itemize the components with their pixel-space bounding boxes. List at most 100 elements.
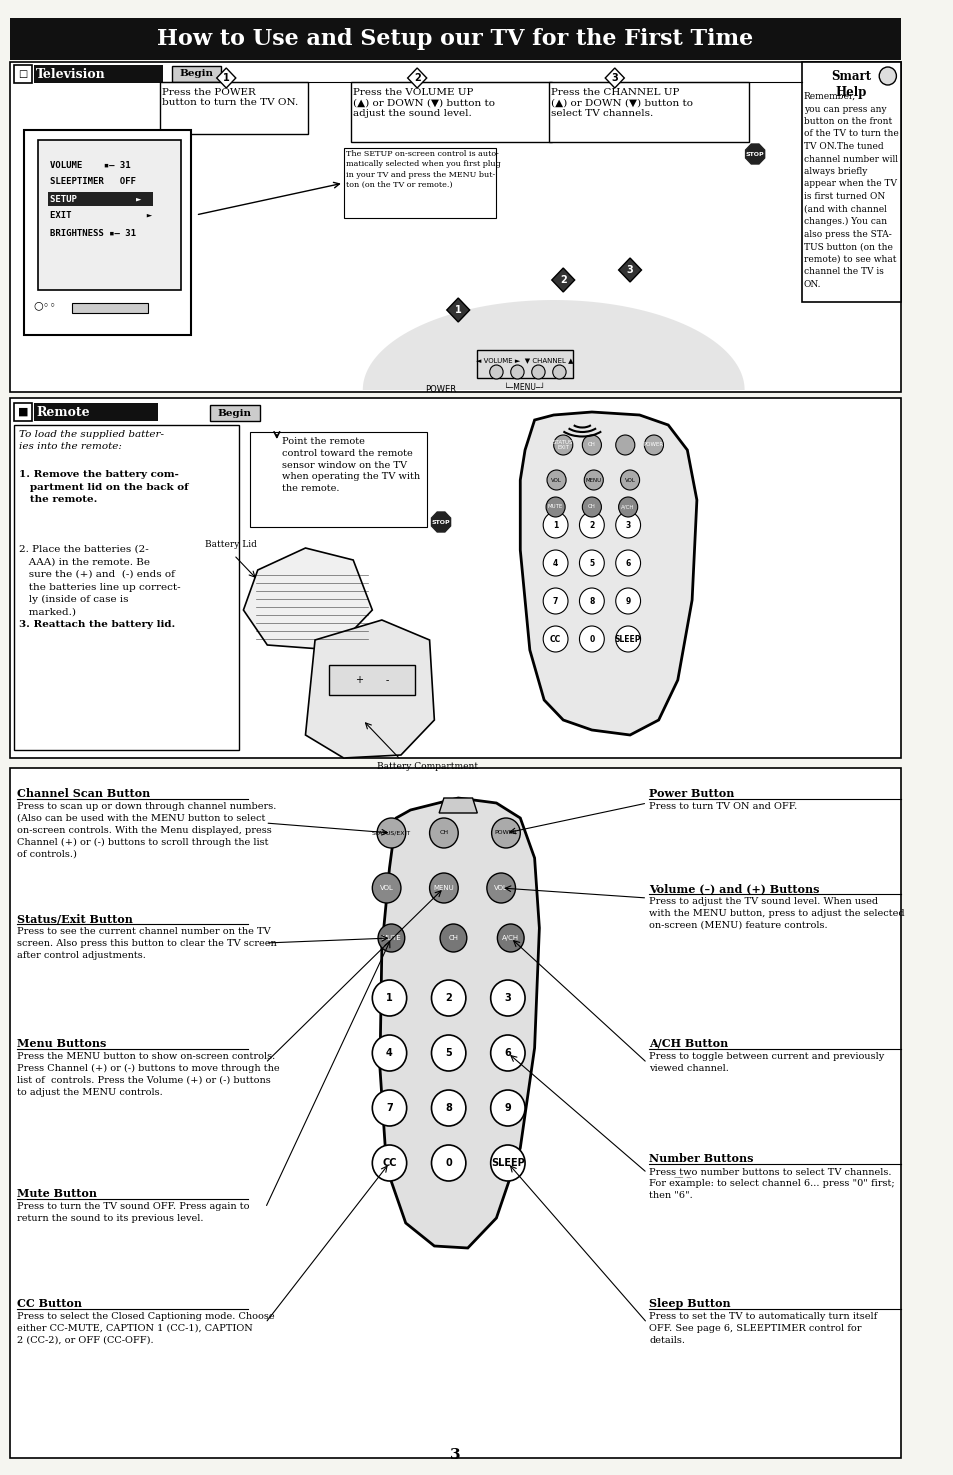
Circle shape: [615, 512, 639, 538]
Circle shape: [372, 1145, 406, 1181]
Text: 3: 3: [611, 72, 618, 83]
Text: POWER: POWER: [494, 830, 517, 835]
Circle shape: [372, 1035, 406, 1071]
Bar: [71, 302, 148, 313]
Text: Press ̲t̲w̲o number buttons to select TV channels.
For example: to select channe: Press ̲t̲w̲o number buttons to select TV…: [648, 1167, 894, 1201]
Text: 3: 3: [626, 266, 633, 274]
Text: Press the MENU button to show on-screen controls.
Press Channel (+) or (-) butto: Press the MENU button to show on-screen …: [17, 1052, 279, 1096]
Text: Press the CHANNEL UP
(▲) or DOWN (▼) button to
select TV channels.: Press the CHANNEL UP (▲) or DOWN (▼) but…: [550, 88, 692, 118]
Text: CC: CC: [382, 1158, 396, 1168]
Text: STOP: STOP: [745, 152, 763, 156]
Bar: [172, 66, 221, 83]
Circle shape: [377, 923, 404, 951]
Text: Press to turn the TV sound OFF. Press again to
return the sound to its previous : Press to turn the TV sound OFF. Press ag…: [17, 1202, 250, 1223]
Circle shape: [372, 979, 406, 1016]
Text: VOLUME    ▪– 31: VOLUME ▪– 31: [50, 161, 131, 170]
Bar: [24, 130, 191, 335]
Circle shape: [542, 589, 567, 614]
Text: 4: 4: [553, 559, 558, 568]
Circle shape: [643, 435, 662, 454]
Text: 2: 2: [445, 993, 452, 1003]
Text: Remember,
you can press any
button on the front
of the TV to turn the
TV ON.The : Remember, you can press any button on th…: [803, 91, 898, 289]
Circle shape: [372, 1090, 406, 1125]
Circle shape: [490, 1145, 524, 1181]
Bar: [10, 768, 901, 1457]
Polygon shape: [604, 68, 623, 88]
Text: Point the remote
control toward the remote
sensor window on the TV
when operatin: Point the remote control toward the remo…: [281, 437, 419, 493]
Text: Number Buttons: Number Buttons: [648, 1153, 753, 1164]
Bar: [14, 425, 238, 749]
Text: Volume (–) and (+) Buttons: Volume (–) and (+) Buttons: [648, 884, 819, 894]
Text: SLEEP: SLEEP: [491, 1158, 524, 1168]
Text: Press to adjust the TV sound level. When used
with the MENU button, press to adj: Press to adjust the TV sound level. When…: [648, 897, 903, 929]
Text: EXIT              ►: EXIT ►: [50, 211, 152, 220]
Text: SETUP           ►: SETUP ►: [50, 195, 141, 204]
Circle shape: [542, 625, 567, 652]
Bar: [548, 83, 749, 142]
Text: Channel Scan Button: Channel Scan Button: [17, 788, 151, 799]
Text: 1: 1: [455, 305, 461, 316]
Text: Begin: Begin: [179, 69, 213, 78]
Text: BRIGHTNESS ▪– 31: BRIGHTNESS ▪– 31: [50, 229, 135, 237]
Text: 2: 2: [559, 274, 566, 285]
Circle shape: [879, 66, 896, 86]
Circle shape: [578, 625, 603, 652]
Text: Battery Compartment: Battery Compartment: [376, 763, 477, 771]
Text: Menu Buttons: Menu Buttons: [17, 1038, 107, 1049]
Circle shape: [489, 364, 502, 379]
Text: A/CH: A/CH: [501, 935, 518, 941]
Text: VOL: VOL: [379, 885, 394, 891]
Text: MENU: MENU: [433, 885, 454, 891]
Text: Press to scan up or down through channel numbers.
(Also can be used with the MEN: Press to scan up or down through channel…: [17, 802, 276, 858]
Text: 3: 3: [450, 1448, 460, 1462]
Text: 7: 7: [386, 1103, 393, 1114]
Text: Press to select the Closed Captioning mode. Choose
either CC-MUTE, CAPTION 1 (CC: Press to select the Closed Captioning mo…: [17, 1311, 274, 1345]
Text: └─MENU─┘: └─MENU─┘: [504, 384, 545, 392]
Bar: [38, 140, 181, 291]
Circle shape: [431, 1035, 465, 1071]
Text: 3: 3: [504, 993, 511, 1003]
Circle shape: [618, 497, 637, 518]
Text: +       -: + -: [355, 676, 389, 684]
Text: 6: 6: [504, 1049, 511, 1058]
Text: The SETUP on-screen control is auto-
matically selected when you first plug
in y: The SETUP on-screen control is auto- mat…: [345, 150, 499, 189]
Text: Remote: Remote: [36, 406, 90, 419]
Circle shape: [490, 1035, 524, 1071]
Circle shape: [615, 625, 639, 652]
Text: Press to turn TV ON and OFF.: Press to turn TV ON and OFF.: [648, 802, 797, 811]
Text: 3. Reattach the battery lid.: 3. Reattach the battery lid.: [19, 620, 175, 628]
Circle shape: [439, 923, 466, 951]
Text: CH: CH: [587, 504, 596, 509]
Text: 1. Remove the battery com-
   partment lid on the back of
   the remote.: 1. Remove the battery com- partment lid …: [19, 471, 189, 504]
Text: 9: 9: [625, 596, 630, 606]
Polygon shape: [362, 299, 744, 389]
Circle shape: [553, 435, 572, 454]
Circle shape: [490, 979, 524, 1016]
Bar: [250, 432, 426, 527]
Circle shape: [583, 471, 602, 490]
Text: 1: 1: [553, 521, 558, 530]
Text: VOL: VOL: [551, 478, 561, 482]
Circle shape: [372, 873, 400, 903]
Text: 3: 3: [625, 521, 630, 530]
Text: 2: 2: [589, 521, 594, 530]
Bar: [34, 65, 163, 83]
Polygon shape: [305, 620, 434, 758]
Text: Mute Button: Mute Button: [17, 1187, 97, 1199]
Circle shape: [581, 497, 600, 518]
Text: Status/Exit Button: Status/Exit Button: [17, 913, 132, 923]
Text: ■: ■: [18, 407, 29, 417]
Text: Press to toggle between current and previously
viewed channel.: Press to toggle between current and prev…: [648, 1052, 883, 1072]
Text: Press the VOLUME UP
(▲) or DOWN (▼) button to
adjust the sound level.: Press the VOLUME UP (▲) or DOWN (▼) butt…: [353, 88, 495, 118]
Text: To load the supplied batter-
ies into the remote:: To load the supplied batter- ies into th…: [19, 431, 164, 451]
Text: CH: CH: [448, 935, 458, 941]
Circle shape: [490, 1090, 524, 1125]
Bar: [160, 83, 308, 134]
Bar: [329, 665, 415, 695]
Text: MUTE: MUTE: [381, 935, 401, 941]
Text: 6: 6: [625, 559, 630, 568]
Circle shape: [578, 589, 603, 614]
Circle shape: [542, 512, 567, 538]
Text: Power Button: Power Button: [648, 788, 734, 799]
Text: POWER: POWER: [643, 442, 663, 447]
